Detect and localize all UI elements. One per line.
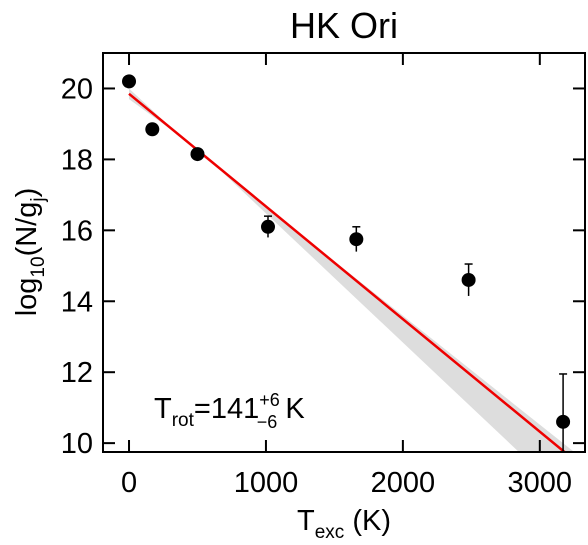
annotation-sub: rot xyxy=(172,410,195,431)
x-label-tail: (K) xyxy=(344,505,391,537)
x-axis-label: Texc (K) xyxy=(297,505,391,543)
x-tick-label: 3000 xyxy=(508,467,573,499)
y-label-mid: (N/g xyxy=(11,202,43,257)
annotation-mid: =141 xyxy=(194,393,259,425)
y-label-main: log xyxy=(11,278,43,317)
x-label-main: T xyxy=(297,505,315,537)
y-tick-label: 18 xyxy=(61,144,93,176)
chart-title: HK Ori xyxy=(290,5,398,46)
data-point xyxy=(261,219,276,234)
data-point xyxy=(349,232,364,247)
annotation-low: −6 xyxy=(257,412,278,432)
data-point xyxy=(145,122,160,137)
data-point xyxy=(461,272,476,287)
x-label-sub: exc xyxy=(315,522,345,543)
annotation: Trot=141+6 −6 K xyxy=(154,390,305,432)
y-tick-label: 14 xyxy=(61,286,93,318)
annotation-main: T xyxy=(154,393,172,425)
y-tick-label: 16 xyxy=(61,215,93,247)
annotation-sup: +6 xyxy=(259,390,280,410)
y-tick-label: 10 xyxy=(61,428,93,460)
y-label-sub2: j xyxy=(28,197,49,202)
y-tick-label: 20 xyxy=(61,73,93,105)
data-point xyxy=(122,74,137,89)
plot-area xyxy=(122,74,575,452)
x-tick-label: 2000 xyxy=(371,467,436,499)
data-point xyxy=(190,147,205,162)
plot-frame xyxy=(102,52,586,453)
data-point xyxy=(556,414,571,429)
x-tick-label: 0 xyxy=(121,467,137,499)
y-tick-label: 12 xyxy=(61,357,93,389)
x-tick-label: 1000 xyxy=(234,467,299,499)
y-label-tail: ) xyxy=(11,188,43,198)
y-axis-label: log10(N/gj) xyxy=(11,188,49,317)
annotation-tail: K xyxy=(277,393,305,425)
y-label-sub: 10 xyxy=(28,256,49,277)
